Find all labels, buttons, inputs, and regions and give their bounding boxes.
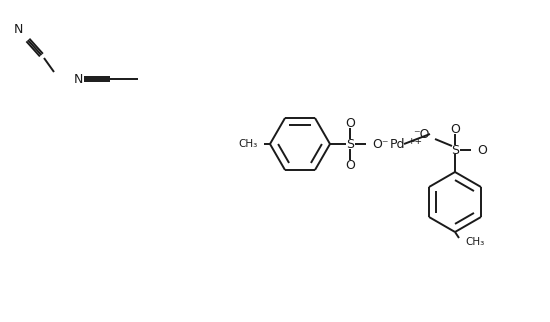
Text: CH₃: CH₃ — [465, 237, 484, 247]
Text: S: S — [451, 144, 459, 156]
Text: O⁻: O⁻ — [372, 137, 388, 150]
Text: O: O — [345, 158, 355, 172]
Text: ++: ++ — [407, 137, 422, 146]
Text: N: N — [13, 23, 23, 35]
Text: Pd: Pd — [390, 137, 405, 150]
Text: S: S — [346, 137, 354, 150]
Text: O: O — [477, 144, 487, 156]
Text: O: O — [345, 117, 355, 129]
Text: O: O — [450, 122, 460, 136]
Text: N: N — [73, 72, 82, 86]
Text: ⁻O: ⁻O — [414, 128, 430, 140]
Text: CH₃: CH₃ — [239, 139, 258, 149]
